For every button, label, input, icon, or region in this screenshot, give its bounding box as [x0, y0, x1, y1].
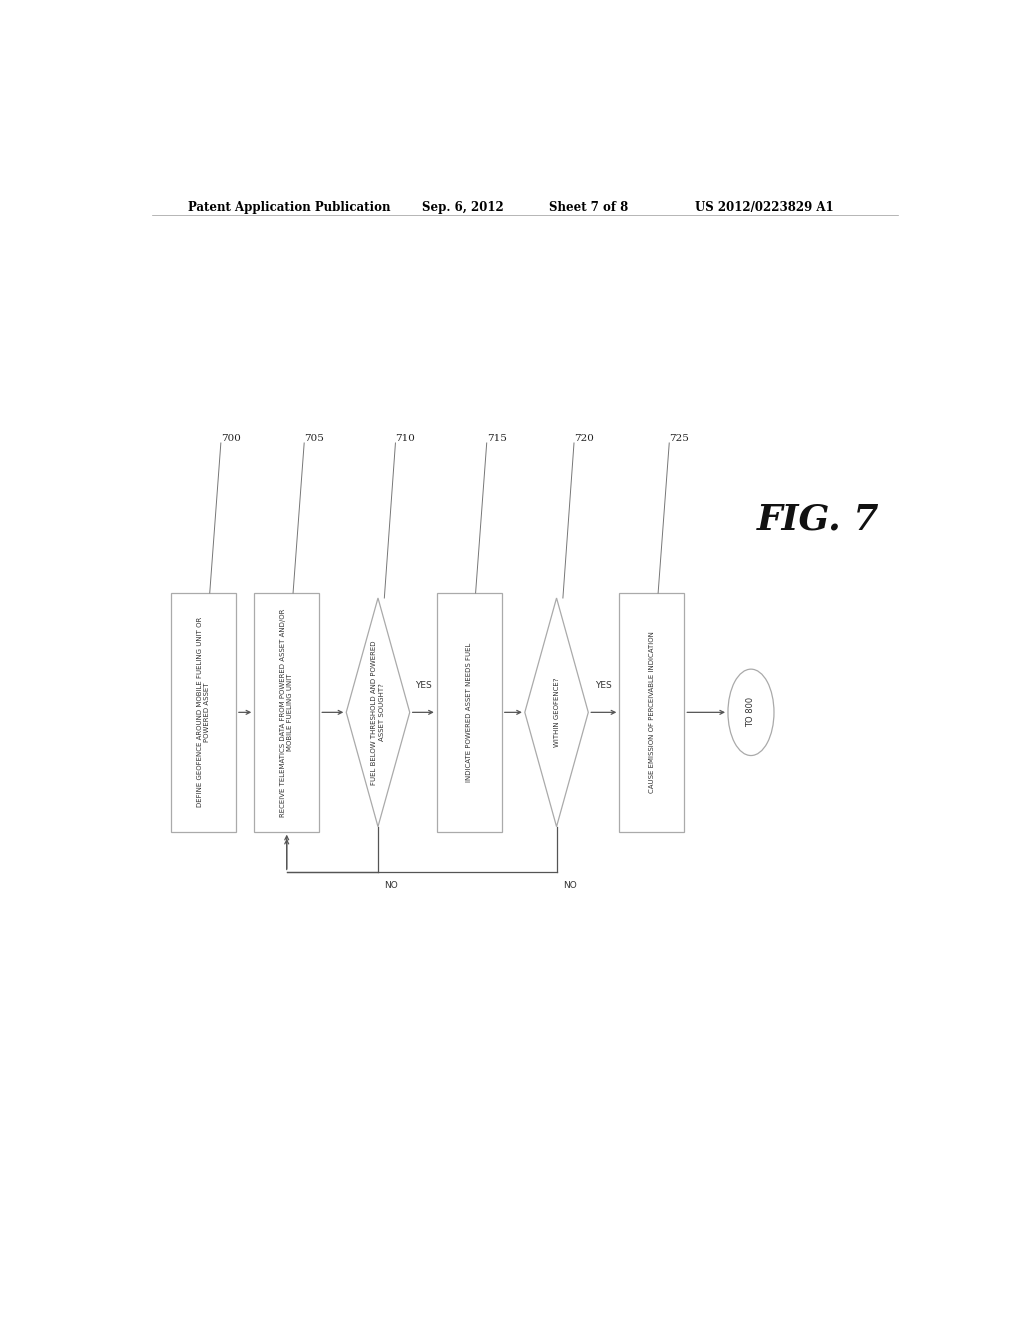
- Text: NO: NO: [384, 880, 398, 890]
- Text: 705: 705: [304, 434, 324, 444]
- Text: 700: 700: [221, 434, 241, 444]
- FancyBboxPatch shape: [620, 593, 684, 832]
- Text: Patent Application Publication: Patent Application Publication: [187, 201, 390, 214]
- Polygon shape: [524, 598, 588, 826]
- Polygon shape: [346, 598, 410, 826]
- Text: DEFINE GEOFENCE AROUND MOBILE FUELING UNIT OR
POWERED ASSET: DEFINE GEOFENCE AROUND MOBILE FUELING UN…: [197, 618, 210, 808]
- Text: US 2012/0223829 A1: US 2012/0223829 A1: [695, 201, 835, 214]
- Text: 720: 720: [574, 434, 594, 444]
- Text: Sep. 6, 2012: Sep. 6, 2012: [422, 201, 504, 214]
- Text: FUEL BELOW THRESHOLD AND POWERED
ASSET SOUGHT?: FUEL BELOW THRESHOLD AND POWERED ASSET S…: [372, 640, 385, 784]
- Text: NO: NO: [563, 880, 577, 890]
- Text: 710: 710: [395, 434, 416, 444]
- FancyBboxPatch shape: [254, 593, 319, 832]
- Text: 725: 725: [670, 434, 689, 444]
- Ellipse shape: [728, 669, 774, 755]
- Text: YES: YES: [415, 681, 431, 690]
- Text: CAUSE EMISSION OF PERCEIVABLE INDICATION: CAUSE EMISSION OF PERCEIVABLE INDICATION: [649, 631, 654, 793]
- Text: Sheet 7 of 8: Sheet 7 of 8: [549, 201, 628, 214]
- FancyBboxPatch shape: [171, 593, 236, 832]
- Text: WITHIN GEOFENCE?: WITHIN GEOFENCE?: [554, 677, 559, 747]
- Text: RECEIVE TELEMATICS DATA FROM POWERED ASSET AND/OR
MOBILE FUELING UNIT: RECEIVE TELEMATICS DATA FROM POWERED ASS…: [280, 609, 294, 817]
- Text: YES: YES: [595, 681, 612, 690]
- Text: TO 800: TO 800: [746, 697, 756, 727]
- Text: 715: 715: [486, 434, 507, 444]
- Text: INDICATE POWERED ASSET NEEDS FUEL: INDICATE POWERED ASSET NEEDS FUEL: [466, 643, 472, 781]
- Text: FIG. 7: FIG. 7: [757, 502, 880, 536]
- FancyBboxPatch shape: [436, 593, 502, 832]
